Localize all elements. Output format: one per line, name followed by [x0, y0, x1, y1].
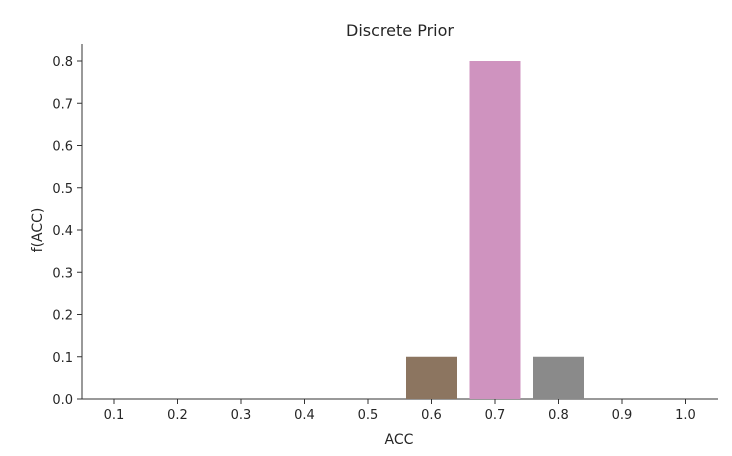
- y-tick-label: 0.8: [52, 55, 73, 70]
- y-tick-label: 0.7: [52, 97, 73, 112]
- y-tick-label: 0.6: [52, 140, 73, 155]
- y-tick-label: 0.2: [52, 309, 73, 324]
- y-tick-label: 0.1: [52, 351, 73, 366]
- y-axis-label: f(ACC): [30, 208, 46, 253]
- x-tick-label: 0.2: [167, 408, 188, 423]
- y-axis: 0.0 0.1 0.2 0.3 0.4 0.5 0.6 0.7 0.8: [52, 44, 83, 408]
- y-tick-label: 0.0: [52, 393, 73, 408]
- y-tick-label: 0.5: [52, 182, 73, 197]
- x-tick-label: 0.8: [548, 408, 569, 423]
- x-axis-label: ACC: [385, 432, 414, 448]
- bar-0.6: [406, 356, 457, 399]
- x-tick-label: 1.0: [675, 408, 696, 423]
- x-tick-label: 0.9: [612, 408, 633, 423]
- x-tick-label: 0.6: [421, 408, 442, 423]
- x-axis: 0.1 0.2 0.3 0.4 0.5 0.6 0.7 0.8 0.9 1.0: [82, 398, 718, 423]
- x-tick-label: 0.7: [485, 408, 506, 423]
- x-tick-label: 0.5: [358, 408, 379, 423]
- bar-0.8: [533, 356, 584, 399]
- y-tick-label: 0.4: [52, 224, 73, 239]
- x-tick-label: 0.1: [104, 408, 125, 423]
- x-tick-label: 0.4: [294, 408, 315, 423]
- chart-title: Discrete Prior: [346, 21, 454, 40]
- bar-0.7: [469, 61, 521, 399]
- bars: [406, 61, 584, 399]
- x-tick-label: 0.3: [231, 408, 252, 423]
- y-tick-label: 0.3: [52, 266, 73, 281]
